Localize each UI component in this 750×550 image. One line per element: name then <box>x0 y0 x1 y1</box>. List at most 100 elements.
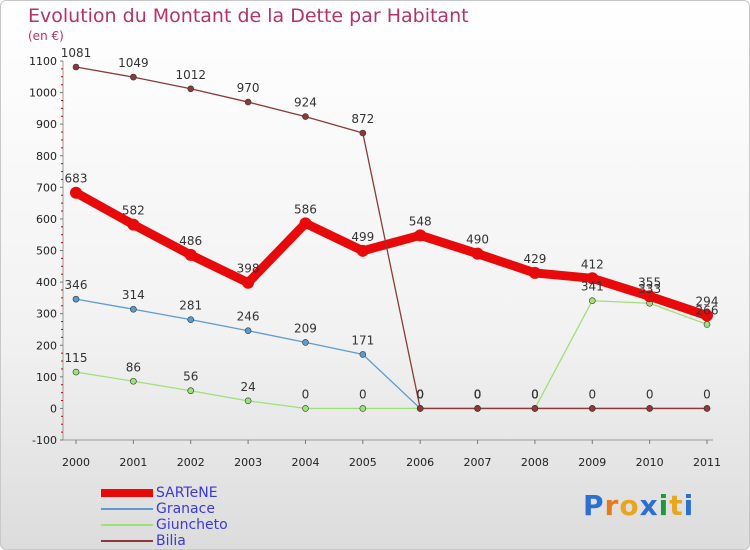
y-tick-label: 300 <box>36 308 57 321</box>
data-label: 548 <box>409 214 432 228</box>
data-label: 246 <box>237 310 260 324</box>
legend-swatch <box>101 508 153 510</box>
y-tick-label: 900 <box>36 118 57 131</box>
data-point <box>130 377 137 385</box>
x-tick-label: 2001 <box>119 456 147 469</box>
data-label: 398 <box>237 262 260 276</box>
data-label: 0 <box>416 387 424 401</box>
legend-label: Bilia <box>156 533 186 549</box>
chart-title: Evolution du Montant de la Dette par Hab… <box>28 5 469 27</box>
y-tick-label: 100 <box>36 371 57 384</box>
y-tick-label: 700 <box>36 181 57 194</box>
data-point <box>359 351 367 358</box>
data-label: 0 <box>302 387 310 401</box>
data-label: 683 <box>65 172 88 186</box>
y-tick-label: 600 <box>36 213 57 226</box>
data-label: 0 <box>474 387 482 401</box>
legend-swatch <box>101 489 153 497</box>
data-point <box>531 405 539 412</box>
data-label: 582 <box>122 204 145 218</box>
data-label: 0 <box>531 387 539 401</box>
data-label: 341 <box>581 280 604 294</box>
data-point <box>184 248 197 261</box>
data-label: 0 <box>531 387 539 401</box>
data-point <box>588 405 596 412</box>
data-label: 412 <box>581 257 604 271</box>
data-point <box>356 244 369 257</box>
x-tick-label: 2000 <box>62 456 90 469</box>
data-point <box>302 339 309 346</box>
x-tick-label: 2005 <box>349 456 377 469</box>
series-line-bilia <box>75 66 708 410</box>
data-label: 872 <box>351 112 374 126</box>
y-tick-label: 200 <box>36 339 57 352</box>
legend-label: Granace <box>156 501 215 517</box>
data-point <box>588 297 596 305</box>
data-label: 0 <box>474 387 482 401</box>
data-point <box>130 305 137 313</box>
legend-item: Bilia <box>101 533 228 549</box>
x-tick-label: 2008 <box>521 456 549 469</box>
data-label: 0 <box>416 387 424 401</box>
data-point <box>130 73 137 81</box>
data-point <box>244 327 252 335</box>
series-line-granace <box>75 298 708 410</box>
legend-item: SARTeNE <box>101 485 228 501</box>
legend-swatch <box>101 524 153 526</box>
legend-swatch <box>101 540 153 542</box>
x-tick-label: 2010 <box>636 456 664 469</box>
data-point <box>471 247 484 260</box>
legend-label: SARTeNE <box>156 485 218 501</box>
data-point <box>187 316 195 323</box>
data-label: 0 <box>416 387 424 401</box>
data-point <box>72 295 80 303</box>
data-point <box>299 217 312 230</box>
data-label: 586 <box>294 202 317 216</box>
series-line-sartene <box>71 188 712 321</box>
legend-label: Giuncheto <box>156 517 228 533</box>
y-tick-label: -100 <box>32 434 57 447</box>
data-point <box>244 397 252 405</box>
y-tick-label: 0 <box>50 402 57 415</box>
data-label: 499 <box>351 230 374 244</box>
data-point <box>416 405 424 412</box>
x-tick-label: 2007 <box>464 456 492 469</box>
data-point <box>646 405 653 412</box>
data-point <box>643 290 656 303</box>
data-label: 24 <box>240 380 255 394</box>
data-label: 333 <box>638 282 661 296</box>
data-point <box>242 276 255 289</box>
data-point <box>703 321 711 328</box>
data-point <box>359 129 367 137</box>
data-label: 1012 <box>175 68 206 82</box>
y-tick-label: 1100 <box>29 55 57 68</box>
data-label: 490 <box>466 233 489 247</box>
legend-item: Giuncheto <box>101 517 228 533</box>
proxiti-logo: Proxiti <box>583 489 695 522</box>
data-label: 0 <box>474 387 482 401</box>
data-point <box>528 266 541 279</box>
x-tick-label: 2009 <box>578 456 606 469</box>
data-label: 86 <box>126 360 141 374</box>
x-tick-label: 2011 <box>693 456 721 469</box>
data-point <box>703 405 711 412</box>
data-label: 0 <box>359 387 367 401</box>
data-label: 0 <box>531 387 539 401</box>
data-point <box>70 186 82 199</box>
data-label: 0 <box>703 387 711 401</box>
data-point <box>187 85 195 93</box>
data-label: 1081 <box>61 46 92 60</box>
data-label: 56 <box>183 370 198 384</box>
data-point <box>586 272 599 285</box>
data-label: 0 <box>646 387 654 401</box>
data-label: 171 <box>351 333 374 347</box>
data-point <box>127 218 140 231</box>
x-tick-label: 2002 <box>177 456 205 469</box>
data-label: 429 <box>523 252 546 266</box>
y-tick-label: 500 <box>36 245 57 258</box>
data-point <box>244 98 252 106</box>
data-label: 115 <box>65 351 88 365</box>
legend-item: Granace <box>101 501 228 517</box>
legend: SARTeNE Granace Giuncheto Bilia <box>101 485 228 549</box>
unit-label: (en €) <box>28 29 64 43</box>
